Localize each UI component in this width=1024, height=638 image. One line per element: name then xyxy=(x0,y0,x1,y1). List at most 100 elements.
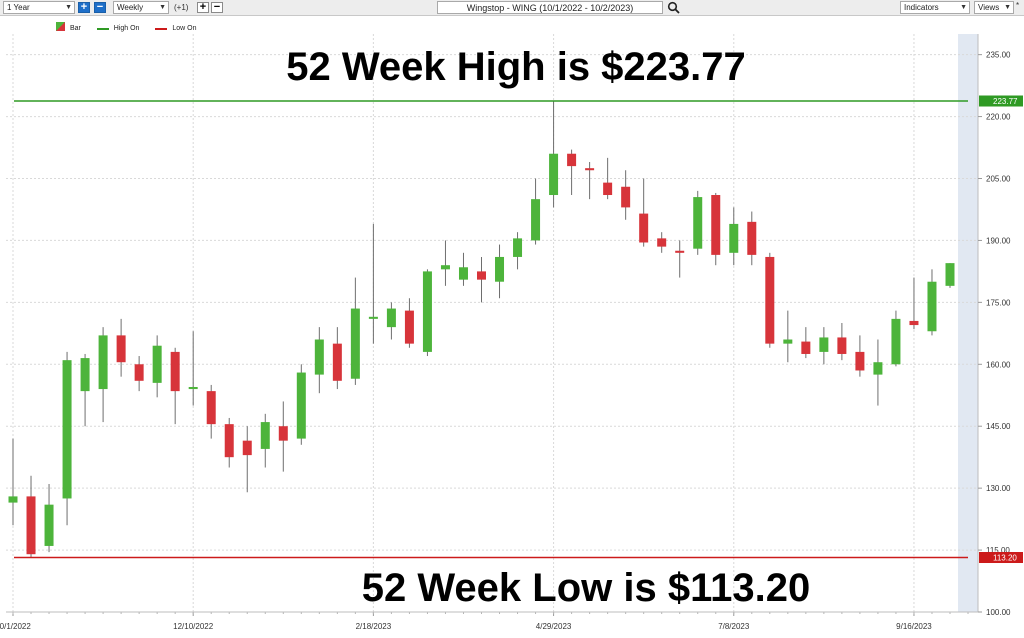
y-tick-label: 190.00 xyxy=(986,236,1011,245)
candle-body xyxy=(837,337,847,354)
symbol-title-field[interactable]: Wingstop - WING (10/1/2022 - 10/2/2023) xyxy=(437,1,663,14)
candles xyxy=(8,101,955,558)
chevron-down-icon: ▼ xyxy=(960,4,967,11)
candle-up xyxy=(62,351,72,526)
views-label: Views xyxy=(978,3,1000,12)
indicators-menu[interactable]: Indicators ▼ xyxy=(900,1,970,14)
y-tick-label: 130.00 xyxy=(986,484,1011,493)
candle-down xyxy=(477,256,486,303)
candle-down xyxy=(170,347,180,425)
candle-up xyxy=(44,484,54,553)
candle-down xyxy=(837,323,847,361)
x-tick-label: 10/1/2022 xyxy=(0,622,31,631)
candle-up xyxy=(152,335,162,398)
candle-down xyxy=(747,211,757,266)
candle-up xyxy=(98,327,108,423)
candle-body xyxy=(134,364,144,381)
period-value: 1 Year xyxy=(7,3,30,12)
low-price-badge xyxy=(979,552,1023,564)
low-annotation: 52 Week Low is $113.20 xyxy=(362,566,810,610)
zoom-in-button[interactable]: + xyxy=(78,2,90,13)
y-tick-label: 145.00 xyxy=(986,422,1011,431)
zoom-out-button[interactable]: − xyxy=(94,2,106,13)
candle-body xyxy=(170,351,180,392)
y-tick-label: 235.00 xyxy=(986,51,1011,60)
toolbar: 1 Year ▼ + − Weekly ▼ (+1) + − Wingstop … xyxy=(0,0,1024,16)
candle-up xyxy=(531,178,541,245)
candle-body xyxy=(801,341,811,354)
candle-up xyxy=(314,327,324,394)
views-menu[interactable]: Views ▼ xyxy=(974,1,1014,14)
candle-body xyxy=(729,223,739,253)
candle-body xyxy=(783,339,793,344)
grid xyxy=(6,34,978,613)
candle-up xyxy=(729,207,739,266)
candle-down xyxy=(909,277,919,330)
candle-body xyxy=(188,386,198,390)
candle-body xyxy=(242,440,252,456)
x-tick-label: 2/18/2023 xyxy=(356,622,392,631)
candle-up xyxy=(8,438,18,526)
candle-down xyxy=(206,384,216,439)
candle-body xyxy=(260,422,270,449)
high-price-badge xyxy=(979,95,1023,107)
candle-up xyxy=(458,252,468,286)
candle-down xyxy=(26,475,36,558)
candle-up xyxy=(927,269,937,336)
legend-bar-label: Bar xyxy=(69,25,81,33)
candle-body xyxy=(314,339,324,375)
candle-body xyxy=(98,335,108,390)
candle-down xyxy=(657,232,667,253)
candle-down xyxy=(711,192,721,266)
y-tick-label: 115.00 xyxy=(986,546,1010,555)
candle-body xyxy=(206,391,216,425)
candle-up xyxy=(693,190,703,255)
candle-up xyxy=(549,101,559,208)
candle-down xyxy=(585,161,595,200)
candle-body xyxy=(945,263,955,286)
offset-minus-button[interactable]: − xyxy=(211,2,223,13)
candle-down xyxy=(675,240,685,278)
legend-low-label: Low On xyxy=(172,25,197,33)
candle-up xyxy=(188,331,198,406)
candle-body xyxy=(332,343,342,381)
candle-up xyxy=(440,240,450,286)
high-line-swatch xyxy=(96,27,109,30)
candle-body xyxy=(477,271,486,280)
legend-low-item[interactable]: Low On xyxy=(155,25,196,32)
y-tick-label: 100.00 xyxy=(986,608,1011,617)
chevron-down-icon: ▼ xyxy=(1004,4,1011,11)
candle-body xyxy=(458,267,468,280)
candle-up xyxy=(945,263,955,288)
candle-down xyxy=(116,318,126,377)
candle-body xyxy=(639,213,649,243)
candle-down xyxy=(242,426,252,493)
legend: Bar High On Low On xyxy=(56,22,196,34)
x-tick-label: 12/10/2022 xyxy=(173,622,214,631)
period-select[interactable]: 1 Year ▼ xyxy=(3,1,75,14)
candle-body xyxy=(585,168,595,171)
chevron-down-icon: ▼ xyxy=(159,4,166,11)
candle-body xyxy=(549,153,559,196)
candle-body xyxy=(747,221,757,255)
candle-body xyxy=(531,199,541,241)
candle-down xyxy=(134,356,144,392)
candle-down xyxy=(332,327,342,390)
candle-body xyxy=(603,182,613,196)
views-extra: * xyxy=(1016,1,1020,10)
candle-body xyxy=(495,256,505,282)
interval-select[interactable]: Weekly ▼ xyxy=(113,1,169,14)
search-icon[interactable] xyxy=(667,1,681,15)
candle-body xyxy=(440,265,450,270)
legend-bar-item[interactable]: Bar xyxy=(56,22,83,33)
legend-high-item[interactable]: High On xyxy=(96,25,142,32)
offset-plus-button[interactable]: + xyxy=(197,2,209,13)
candle-body xyxy=(711,195,721,255)
interval-value: Weekly xyxy=(117,3,144,12)
candle-down xyxy=(567,149,577,196)
candle-up xyxy=(422,269,432,357)
candle-body xyxy=(368,316,378,319)
y-tick-label: 160.00 xyxy=(986,360,1011,369)
candle-body xyxy=(350,308,360,379)
